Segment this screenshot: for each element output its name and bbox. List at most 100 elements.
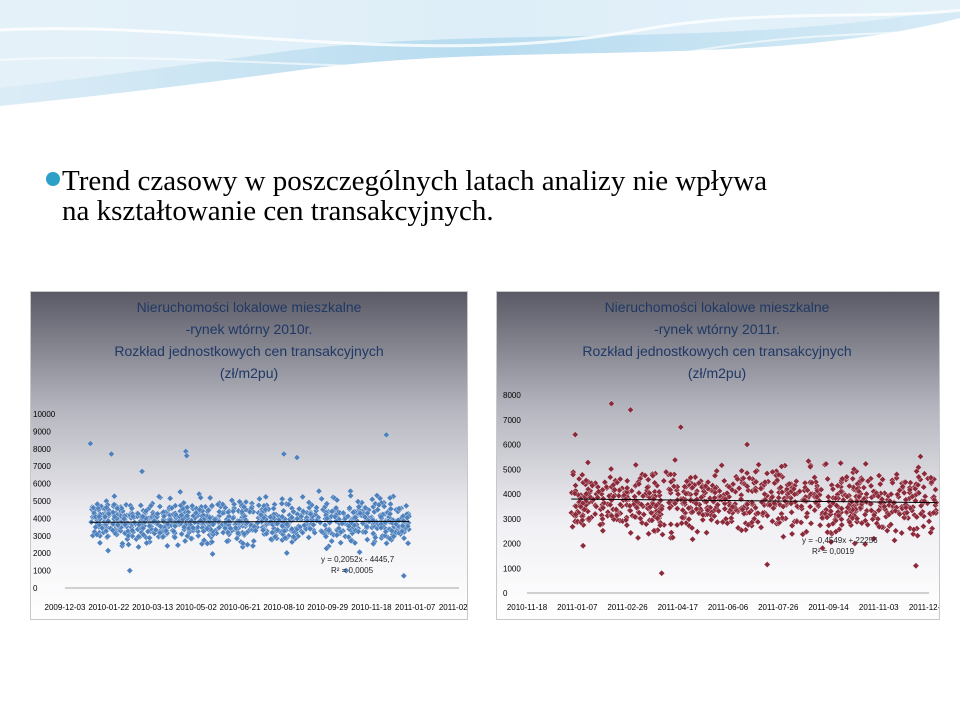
data-point [695,479,703,487]
data-point [303,517,311,525]
data-point [634,534,642,542]
data-point [685,522,693,530]
data-point [623,521,631,529]
x-tick-label: 2010-03-13 [132,603,173,612]
y-tick-label: 8000 [503,391,521,400]
data-point [822,460,830,468]
data-point [572,482,579,489]
data-point [917,502,925,510]
data-point [737,495,745,503]
data-point [635,489,643,497]
data-point [838,505,846,512]
data-point [671,456,679,464]
x-tick-label: 2009-12-03 [45,603,86,612]
data-point [649,472,657,480]
data-point [799,530,807,538]
bullet-text: Trend czasowy w poszczególnych latach an… [46,166,922,227]
data-point [294,532,302,540]
data-point [280,450,288,458]
data-point [930,509,937,517]
data-point [867,500,875,508]
data-point [250,537,258,545]
data-point [362,504,369,512]
data-point [903,509,911,516]
data-point [274,526,281,534]
data-point [159,533,167,541]
data-point [307,510,314,518]
data-point [792,477,800,485]
data-point [323,500,331,508]
data-point [689,535,696,543]
data-point [917,510,925,518]
data-point [267,513,274,521]
data-point [223,537,231,545]
data-point [885,511,893,518]
data-point [881,503,888,510]
chart-2010-svg: Nieruchomości lokalowe mieszkalne -rynek … [31,292,467,619]
data-point [156,503,164,510]
data-point [263,530,270,538]
data-point [891,536,898,544]
data-point [861,540,869,548]
data-point [790,485,798,493]
data-point [153,513,161,521]
data-point [798,502,805,510]
data-point [377,513,385,521]
trend-equation: y = -0,4549x + 22256 [802,536,878,545]
data-point [171,534,179,541]
data-point [752,468,759,476]
data-point [667,471,674,478]
data-point [124,532,132,540]
data-point [927,529,934,536]
data-point [325,527,333,534]
data-point [386,510,394,518]
data-point [104,533,111,540]
data-point [578,471,586,479]
data-point [754,518,762,526]
data-point [874,492,882,500]
data-point [146,534,153,542]
data-point [755,461,762,469]
data-point [850,465,858,473]
data-point [682,490,690,498]
data-point [803,513,810,521]
data-point [703,510,711,518]
data-point [295,505,303,513]
data-point [718,461,726,469]
y-tick-label: 8000 [33,445,51,454]
y-tick-label: 4000 [503,490,521,499]
data-point [160,512,168,520]
data-point [239,539,247,547]
bullet-line-2: na kształtowanie cen transakcyjnych. [62,195,494,227]
data-point [233,535,241,542]
data-point [652,502,660,509]
data-point [748,519,756,526]
data-point [746,474,753,482]
data-point [189,524,197,532]
data-point [863,490,870,498]
data-point [875,506,883,514]
data-point [337,528,345,536]
data-point [673,521,681,529]
data-point [915,473,923,481]
data-point [363,536,371,543]
data-point [693,528,701,536]
data-point [816,521,824,529]
data-point [184,532,191,540]
x-tick-label: 2011-06-06 [708,603,749,612]
data-point [819,544,826,552]
data-point [769,517,776,525]
data-point [214,501,222,508]
data-point [183,452,191,460]
plot-background [497,292,939,619]
data-point [921,470,928,478]
data-point [134,510,142,517]
data-point [375,501,383,509]
data-point [768,494,776,501]
data-point [778,514,786,522]
data-point [229,507,237,515]
x-tick-label: 2011-12-23 [909,603,939,612]
data-point [373,492,381,499]
data-point [135,521,143,528]
data-point [635,509,643,517]
